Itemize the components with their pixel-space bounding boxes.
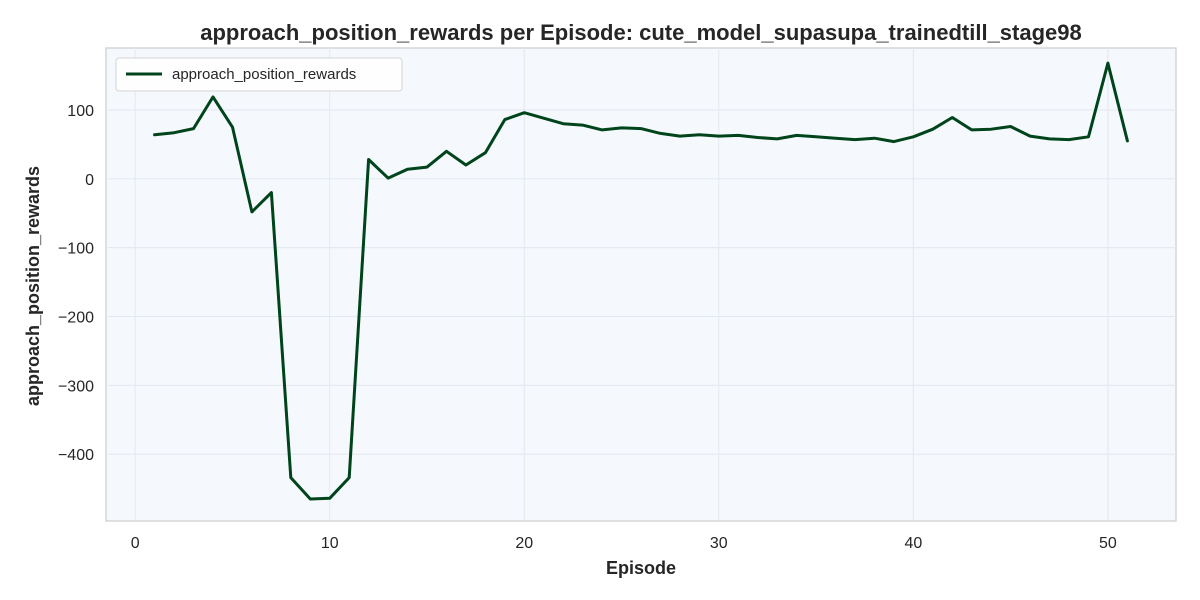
y-tick-label: −100 (58, 241, 94, 258)
x-tick-label: 50 (1099, 535, 1117, 552)
data-point (1087, 135, 1090, 138)
x-axis-ticks: 0 10 20 30 40 50 (131, 535, 1117, 552)
series-layer (153, 61, 1129, 501)
data-point (192, 127, 195, 130)
x-tick-label: 10 (321, 535, 339, 552)
data-point (464, 164, 467, 167)
data-point (562, 122, 565, 125)
x-tick-label: 30 (710, 535, 728, 552)
data-point (328, 497, 331, 500)
data-point (931, 128, 934, 131)
y-tick-label: 100 (67, 103, 94, 120)
y-axis-ticks: 100 0 −100 −200 −300 −400 (58, 103, 94, 464)
data-point (854, 138, 857, 141)
x-tick-label: 40 (904, 535, 922, 552)
legend-label: approach_position_rewards (172, 66, 356, 83)
y-tick-label: 0 (85, 172, 94, 189)
data-point (309, 498, 312, 501)
data-point (387, 177, 390, 180)
data-point (678, 135, 681, 138)
data-point (717, 135, 720, 138)
data-point (601, 128, 604, 131)
data-point (503, 118, 506, 121)
legend-box (115, 57, 403, 92)
data-point (348, 476, 351, 479)
data-point (523, 111, 526, 114)
data-point (795, 134, 798, 137)
data-point (367, 158, 370, 161)
y-tick-label: −200 (58, 310, 94, 327)
data-point (990, 128, 993, 131)
x-axis-label: Episode (606, 558, 676, 578)
data-point (737, 134, 740, 137)
data-point (1126, 139, 1129, 142)
data-point (542, 117, 545, 120)
data-point (173, 131, 176, 134)
data-point (620, 126, 623, 129)
data-point (1106, 62, 1109, 65)
data-point (581, 124, 584, 127)
data-point (153, 133, 156, 136)
data-point (815, 135, 818, 138)
data-point (892, 140, 895, 143)
chart-title: approach_position_rewards per Episode: c… (200, 20, 1082, 45)
y-axis-label: approach_position_rewards (23, 166, 43, 406)
data-point (406, 168, 409, 171)
x-tick-label: 0 (131, 535, 140, 552)
data-point (776, 137, 779, 140)
data-point (970, 128, 973, 131)
legend: approach_position_rewards (115, 57, 403, 92)
data-point (834, 137, 837, 140)
y-tick-label: −300 (58, 378, 94, 395)
data-point (912, 135, 915, 138)
series-line (153, 61, 1129, 501)
data-point (1009, 125, 1012, 128)
data-point (698, 133, 701, 136)
data-point (873, 137, 876, 140)
data-point (445, 150, 448, 153)
data-point (231, 126, 234, 129)
data-point (659, 132, 662, 135)
data-point (1048, 137, 1051, 140)
data-point (270, 191, 273, 194)
data-point (640, 127, 643, 130)
data-point (1068, 138, 1071, 141)
data-point (250, 210, 253, 213)
y-tick-label: −400 (58, 447, 94, 464)
data-point (1029, 135, 1032, 138)
data-point (756, 136, 759, 139)
data-point (484, 151, 487, 154)
plot-area (105, 47, 1177, 522)
x-tick-label: 20 (515, 535, 533, 552)
data-point (951, 116, 954, 119)
data-point (289, 476, 292, 479)
data-point (212, 95, 215, 98)
data-point (426, 166, 429, 169)
